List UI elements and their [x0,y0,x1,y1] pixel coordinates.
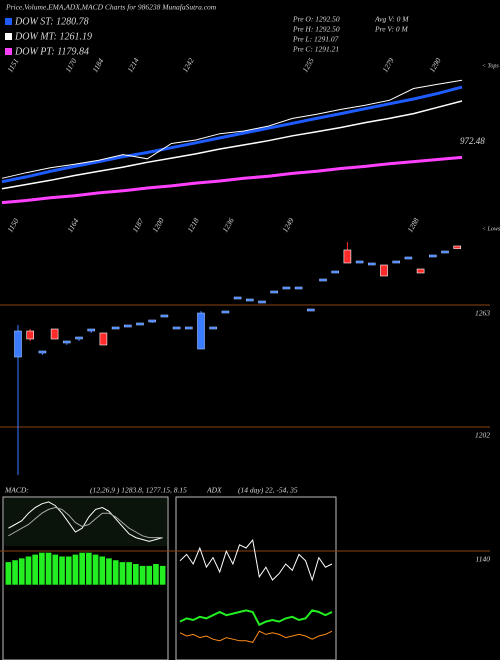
candle-body [282,286,291,290]
macd-title: MACD: [4,486,29,495]
candle-body [392,260,401,264]
candle-body [209,326,217,330]
candle-body [319,278,327,282]
candle-body [50,328,59,340]
candle-body [62,340,71,344]
stat: Pre H: 1292.50 [292,25,340,34]
adx-line [179,538,333,582]
macd-bar [59,556,65,585]
macd-bar [79,552,85,585]
candle-body [367,262,376,266]
macd-bar [153,564,159,585]
adx-params: (14 day) 22, -54, 35 [238,486,298,495]
candle-body [136,322,144,326]
candle-body [185,326,193,330]
adx-frame [175,496,337,660]
stat: Avg V: 0 M [374,15,409,24]
candle-body [404,256,413,260]
macd-line [8,506,163,539]
adx-line [179,609,333,627]
candle-body [258,300,266,304]
lows-label: < Lows [482,226,500,232]
stat: Pre L: 1291.07 [292,35,339,44]
candle-body [148,319,156,323]
candle-body [14,330,22,358]
macd-params: (12,26,9 ) 1283.8, 1277.15, 8.15 [90,486,187,495]
legend-swatch [5,48,12,55]
series-line [1,155,463,205]
macd-bar [139,565,146,585]
legend-swatch [5,33,12,40]
series-line [1,79,463,179]
page-title: Price,Volume,EMA,ADX,MACD Charts for 986… [5,3,217,12]
series-line [1,85,463,184]
macd-bar [18,558,25,585]
candle-body [270,290,279,294]
macd-bar [86,552,92,585]
candle-body [26,330,35,340]
macd-bar [106,558,112,585]
candle-body [111,326,120,330]
macd-bar [119,562,126,585]
candle-body [197,312,205,350]
legend-label: DOW ST: 1280.78 [14,16,89,27]
legend-swatch [5,18,12,25]
macd-bar [52,554,59,585]
macd-bar [112,560,119,585]
macd-bar [72,554,79,585]
candle-body [172,326,181,330]
candle-body [453,245,462,249]
candle-body [124,324,132,328]
macd-bar [132,564,139,585]
candle-body [343,249,352,264]
candle-body [38,350,47,354]
macd-frame [2,496,169,660]
adx-title: ADX [206,486,222,495]
adx-line [179,630,333,643]
candle-body [331,270,340,274]
candle-body [221,310,230,314]
macd-bar [45,552,52,585]
legend-label: DOW PT: 1179.84 [14,46,89,57]
macd-bar [126,562,132,585]
y-tick-label: 1140 [476,555,491,564]
candle-body [355,260,364,264]
legend-label: DOW MT: 1261.19 [14,31,92,42]
tops-label: < Tops [482,63,499,69]
macd-bar [12,560,18,585]
macd-bar [146,565,153,585]
candle-body [75,336,83,340]
candle-body [416,268,425,274]
y-tick-label: 1263 [475,309,490,318]
stat: Pre O: 1292.50 [292,15,340,24]
macd-line [8,501,163,542]
macd-bar [65,556,72,585]
macd-bar [159,565,166,585]
candle-body [294,286,303,290]
macd-bar [92,554,99,585]
macd-bar [39,552,45,585]
candle-body [428,254,437,258]
macd-bar [32,554,39,585]
stat: Pre C: 1291.21 [292,45,339,54]
annotation: 972.48 [460,136,485,146]
candle-body [380,264,388,277]
macd-bar [99,556,106,585]
candle-body [441,250,449,254]
candle-body [87,328,95,332]
candle-body [306,308,315,312]
stat: Pre V: 0 M [374,25,409,34]
candle-body [160,314,169,318]
y-tick-label: 1202 [475,431,490,440]
candle-body [246,298,254,302]
candle-body [233,296,242,300]
macd-bar [5,562,12,585]
candle-body [99,332,108,346]
macd-bar [25,556,32,585]
series-line [1,100,463,190]
